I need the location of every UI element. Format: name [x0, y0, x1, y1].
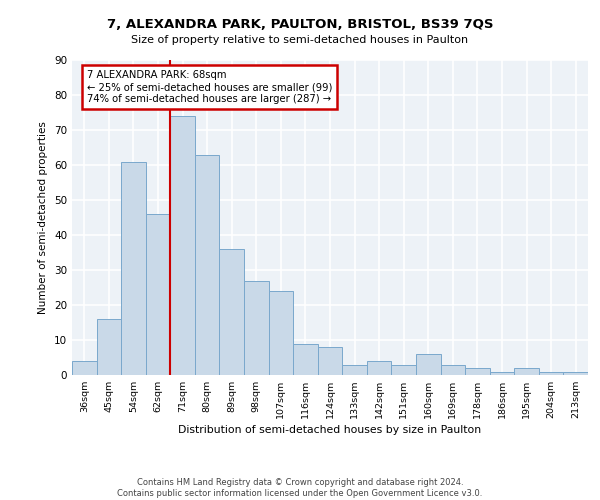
Bar [391, 364, 416, 375]
Bar [514, 368, 539, 375]
Bar [490, 372, 514, 375]
Bar [367, 361, 391, 375]
Bar [440, 364, 465, 375]
Y-axis label: Number of semi-detached properties: Number of semi-detached properties [38, 121, 49, 314]
Bar [195, 154, 220, 375]
Bar [244, 280, 269, 375]
Text: 7 ALEXANDRA PARK: 68sqm
← 25% of semi-detached houses are smaller (99)
74% of se: 7 ALEXANDRA PARK: 68sqm ← 25% of semi-de… [87, 70, 332, 104]
X-axis label: Distribution of semi-detached houses by size in Paulton: Distribution of semi-detached houses by … [178, 426, 482, 436]
Bar [293, 344, 318, 375]
Bar [72, 361, 97, 375]
Bar [121, 162, 146, 375]
Bar [539, 372, 563, 375]
Text: Size of property relative to semi-detached houses in Paulton: Size of property relative to semi-detach… [131, 35, 469, 45]
Bar [220, 249, 244, 375]
Bar [563, 372, 588, 375]
Bar [416, 354, 440, 375]
Bar [342, 364, 367, 375]
Bar [97, 319, 121, 375]
Bar [170, 116, 195, 375]
Bar [269, 291, 293, 375]
Text: Contains HM Land Registry data © Crown copyright and database right 2024.
Contai: Contains HM Land Registry data © Crown c… [118, 478, 482, 498]
Bar [146, 214, 170, 375]
Bar [465, 368, 490, 375]
Bar [318, 347, 342, 375]
Text: 7, ALEXANDRA PARK, PAULTON, BRISTOL, BS39 7QS: 7, ALEXANDRA PARK, PAULTON, BRISTOL, BS3… [107, 18, 493, 30]
